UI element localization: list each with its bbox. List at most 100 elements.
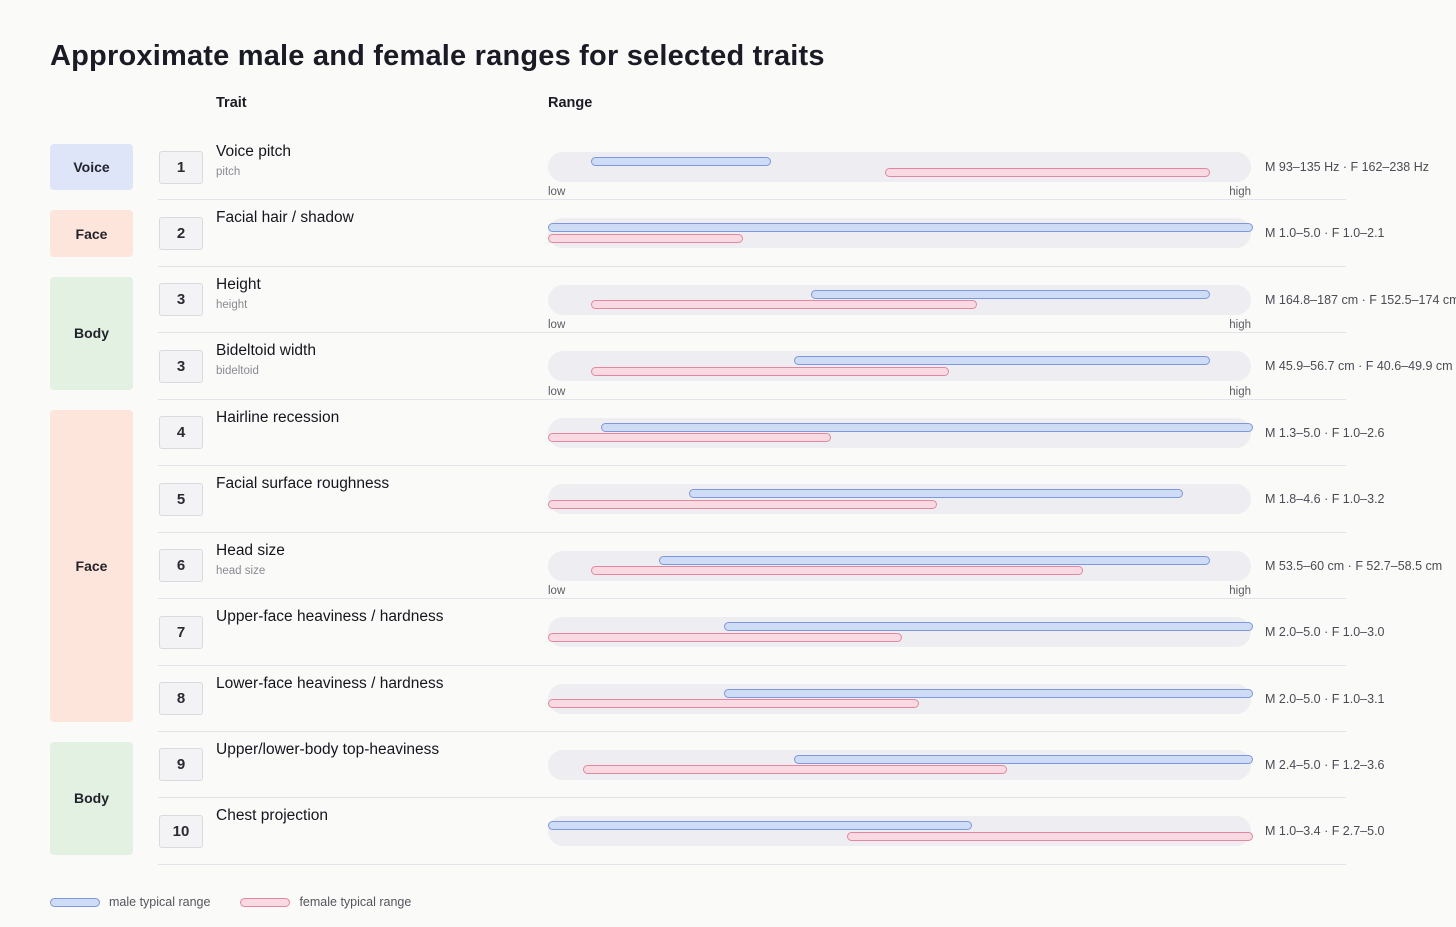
male-range-bar	[794, 754, 1253, 764]
trait-row: 2 Facial hair / shadow M 1.0–5.0 · F 1.0…	[0, 200, 1456, 267]
trait-block: Chest projection	[216, 806, 328, 826]
range-summary-label: M 45.9–56.7 cm · F 40.6–49.9 cm	[1265, 359, 1453, 374]
trait-subtitle: head size	[216, 564, 266, 577]
legend: male typical range female typical range	[50, 895, 411, 909]
row-number-badge: 6	[159, 549, 203, 583]
range-track	[548, 484, 1251, 515]
trait-row: 6 Head size head size low high M 53.5–60…	[0, 533, 1456, 600]
trait-block: Facial hair / shadow	[216, 208, 354, 228]
trait-row: 3 Height height low high M 164.8–187 cm …	[0, 267, 1456, 334]
range-summary-label: M 1.0–3.4 · F 2.7–5.0	[1265, 824, 1385, 839]
range-summary-label: M 2.0–5.0 · F 1.0–3.1	[1265, 691, 1385, 706]
category-badge-body: Body	[50, 276, 133, 390]
row-number-badge: 4	[159, 416, 203, 450]
axis-low-label: low	[548, 186, 566, 199]
female-range-swatch-icon	[240, 897, 291, 907]
trait-name: Height	[216, 275, 261, 293]
trait-block: Hairline recession	[216, 408, 339, 428]
range-track	[548, 284, 1251, 315]
male-range-bar	[600, 422, 1253, 432]
range-track	[548, 417, 1253, 448]
row-number-badge: 8	[159, 682, 203, 715]
trait-name: Hairline recession	[216, 408, 340, 426]
range-summary-label: M 1.3–5.0 · F 1.0–2.6	[1265, 425, 1385, 440]
female-range-bar	[548, 499, 937, 509]
axis-low-label: low	[548, 585, 566, 598]
row-number-badge: 1	[159, 150, 203, 184]
trait-name: Facial hair / shadow	[216, 209, 354, 227]
range-summary-label: M 2.0–5.0 · F 1.0–3.0	[1265, 625, 1385, 640]
trait-block: Lower-face heaviness / hardness	[216, 674, 443, 694]
axis-labels: low high	[548, 585, 1251, 597]
male-range-bar	[548, 821, 972, 831]
row-divider	[158, 398, 1346, 400]
row-divider	[158, 664, 1346, 666]
male-range-bar	[794, 356, 1211, 366]
row-divider	[158, 598, 1346, 600]
row-divider	[158, 863, 1346, 865]
trait-name: Chest projection	[216, 807, 329, 825]
trait-block: Upper-face heaviness / hardness	[216, 607, 443, 627]
trait-row: 4 Hairline recession M 1.3–5.0 · F 1.0–2…	[0, 400, 1456, 467]
trait-block: Facial surface roughness	[216, 474, 389, 494]
range-summary-label: M 1.8–4.6 · F 1.0–3.2	[1265, 492, 1385, 507]
trait-row: 3 Bideltoid width bideltoid low high M 4…	[0, 333, 1456, 400]
male-range-bar	[723, 688, 1253, 698]
column-header-trait: Trait	[216, 95, 247, 111]
trait-subtitle: height	[216, 298, 248, 311]
row-divider	[158, 465, 1346, 467]
female-range-bar	[548, 233, 744, 243]
male-range-bar	[590, 157, 772, 166]
legend-item-female: female typical range	[240, 895, 411, 909]
trait-block: Bideltoid width bideltoid	[216, 341, 316, 377]
trait-row: 7 Upper-face heaviness / hardness M 2.0–…	[0, 599, 1456, 666]
range-summary-label: M 2.4–5.0 · F 1.2–3.6	[1265, 757, 1385, 772]
female-range-bar	[846, 831, 1253, 841]
category-badge-body: Body	[50, 742, 133, 855]
row-divider	[158, 797, 1346, 799]
male-range-swatch-icon	[50, 897, 100, 907]
trait-row: 5 Facial surface roughness M 1.8–4.6 · F…	[0, 466, 1456, 533]
range-track	[548, 218, 1253, 249]
axis-high-label: high	[1229, 585, 1251, 598]
female-range-bar	[590, 566, 1083, 576]
axis-high-label: high	[1229, 186, 1251, 199]
category-badge-face: Face	[50, 210, 133, 257]
legend-male-label: male typical range	[109, 895, 211, 909]
female-range-bar	[548, 632, 902, 642]
legend-item-male: male typical range	[50, 895, 210, 909]
range-track	[548, 816, 1253, 847]
male-range-bar	[548, 223, 1253, 233]
range-summary-label: M 164.8–187 cm · F 152.5–174 cm	[1265, 292, 1456, 307]
row-divider	[158, 531, 1346, 533]
male-range-bar	[688, 489, 1183, 499]
range-track	[548, 683, 1253, 714]
axis-low-label: low	[548, 319, 566, 332]
trait-row: 8 Lower-face heaviness / hardness M 2.0–…	[0, 666, 1456, 732]
trait-name: Upper-face heaviness / hardness	[216, 608, 444, 626]
trait-row: 9 Upper/lower-body top-heaviness M 2.4–5…	[0, 732, 1456, 799]
legend-female-label: female typical range	[299, 895, 412, 909]
row-number-badge: 10	[159, 814, 203, 848]
page-title: Approximate male and female ranges for s…	[50, 40, 825, 72]
row-number-badge: 7	[159, 615, 203, 649]
axis-high-label: high	[1229, 319, 1251, 332]
category-badge-face: Face	[50, 409, 133, 723]
row-number-badge: 3	[159, 283, 203, 317]
row-number-badge: 2	[159, 216, 203, 250]
trait-block: Upper/lower-body top-heaviness	[216, 740, 439, 760]
range-track	[548, 749, 1253, 780]
trait-name: Lower-face heaviness / hardness	[216, 674, 444, 692]
range-track	[548, 152, 1251, 182]
male-range-bar	[723, 622, 1253, 632]
trait-row: 1 Voice pitch pitch low high M 93–135 Hz…	[0, 134, 1456, 201]
trait-subtitle: bideltoid	[216, 365, 259, 378]
trait-name: Voice pitch	[216, 143, 291, 160]
range-summary-label: M 1.0–5.0 · F 1.0–2.1	[1265, 226, 1385, 241]
row-number-badge: 9	[159, 748, 203, 782]
female-range-bar	[590, 366, 950, 376]
range-track	[548, 550, 1251, 581]
category-badge-voice: Voice	[50, 144, 133, 191]
female-range-bar	[548, 433, 832, 443]
